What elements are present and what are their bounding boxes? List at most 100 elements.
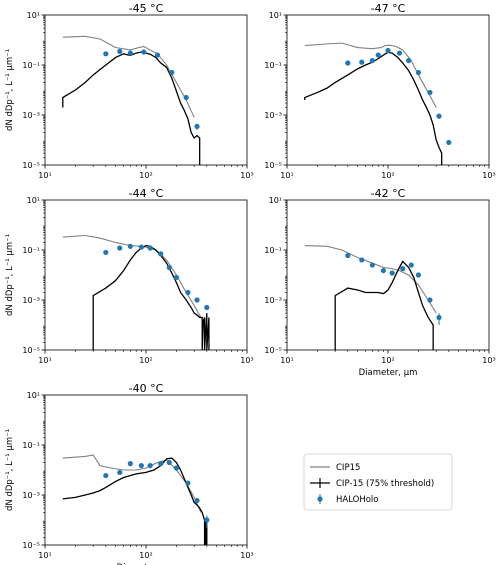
haloholo-point (204, 517, 210, 523)
haloholo-point (369, 262, 375, 268)
legend-label: CIP-15 (75% threshold) (336, 479, 434, 489)
haloholo-point (147, 245, 153, 251)
x-tick-label: 10¹ (280, 171, 293, 180)
haloholo-point (359, 257, 365, 263)
haloholo-point (436, 314, 442, 321)
haloholo-point (345, 252, 351, 259)
haloholo-point (158, 461, 164, 467)
plot-frame (44, 14, 248, 166)
panel-title: -47 °C (371, 2, 406, 15)
haloholo-point (427, 89, 433, 96)
haloholo-point (173, 274, 180, 281)
haloholo-point (359, 59, 365, 65)
haloholo-point (138, 244, 144, 250)
haloholo-point (103, 472, 109, 479)
panel-3: 10¹ 10² 10³ 10⁻⁵ 10⁻³ 10⁻¹ 10¹ -44 °C dN dDp⁻¹, … (5, 187, 254, 365)
haloholo-point (103, 249, 109, 256)
haloholo-point (147, 462, 153, 469)
cip15-line (304, 42, 437, 108)
haloholo-point (385, 47, 391, 54)
panel-title: -40 °C (129, 382, 164, 395)
haloholo-point (408, 262, 414, 268)
y-tick-label: 10⁻¹ (264, 61, 282, 70)
haloholo-point (166, 459, 172, 466)
haloholo-point (169, 69, 175, 76)
y-tick-label: 10¹ (27, 196, 40, 205)
haloholo-point (396, 50, 403, 56)
legend-box (303, 453, 453, 511)
x-tick-label: 10³ (482, 356, 495, 365)
haloholo-point (345, 60, 351, 66)
haloholo-point (194, 123, 200, 129)
y-tick-label: 10⁻⁵ (22, 161, 40, 170)
haloholo-point (389, 270, 395, 276)
haloholo-point (127, 50, 133, 56)
legend-swatch-haloholo (317, 496, 323, 502)
y-tick-label: 10⁻³ (264, 111, 282, 120)
haloholo-point (415, 69, 422, 76)
haloholo-point (158, 251, 164, 257)
haloholo-point (375, 52, 381, 58)
y-tick-label: 10⁻³ (22, 111, 40, 120)
haloholo-point (446, 139, 452, 146)
x-axis-label: Diameter, μm (117, 563, 176, 565)
haloholo-point (117, 469, 123, 476)
x-tick-label: 10² (381, 171, 394, 180)
plot-frame (44, 199, 248, 351)
x-tick-label: 10¹ (38, 551, 51, 560)
y-tick-label: 10¹ (27, 11, 40, 20)
haloholo-point (173, 465, 180, 471)
legend-label: HALOHolo (336, 495, 378, 505)
cip15-threshold-line (62, 457, 208, 545)
panel-title: -45 °C (129, 2, 164, 15)
panel-title: -44 °C (129, 187, 164, 200)
panel-4: 10¹ 10² 10³ 10⁻⁵ 10⁻³ 10⁻¹ 10¹ -42 °C Diameter, … (264, 187, 495, 378)
haloholo-point (117, 245, 123, 251)
cip15-threshold-line (62, 51, 201, 165)
legend-label: CIP15 (336, 463, 360, 473)
y-tick-label: 10⁻¹ (264, 246, 282, 255)
x-tick-label: 10¹ (38, 171, 51, 180)
haloholo-point (166, 264, 172, 271)
haloholo-point (141, 49, 147, 55)
haloholo-point (436, 113, 442, 119)
haloholo-point (369, 57, 375, 64)
y-tick-label: 10⁻³ (22, 491, 40, 500)
plot-frame (286, 199, 490, 351)
y-axis-label: dN dDp⁻¹, L⁻¹ μm⁻¹ (5, 234, 15, 316)
y-tick-label: 10¹ (269, 196, 282, 205)
x-tick-label: 10¹ (38, 356, 51, 365)
x-tick-label: 10¹ (280, 356, 293, 365)
haloholo-point (154, 52, 161, 58)
x-tick-label: 10² (381, 356, 394, 365)
y-tick-label: 10⁻¹ (22, 441, 40, 450)
panel-title: -42 °C (371, 187, 406, 200)
haloholo-point (185, 289, 191, 296)
y-tick-label: 10⁻⁵ (22, 346, 40, 355)
panel-2: 10¹ 10² 10³ 10⁻⁵ 10⁻³ 10⁻¹ 10¹ -47 °C (264, 2, 495, 180)
x-tick-label: 10² (139, 551, 152, 560)
y-tick-label: 10⁻⁵ (22, 541, 40, 550)
haloholo-point (194, 497, 200, 504)
haloholo-point (380, 267, 386, 274)
haloholo-point (415, 272, 422, 278)
panel-1: 10¹ 10² 10³ 10⁻⁵ 10⁻³ 10⁻¹ 10¹ -45 °C dN dDp⁻¹, … (5, 2, 254, 180)
y-axis-label: dN dDp⁻¹, L⁻¹ μm⁻¹ (5, 49, 15, 131)
haloholo-point (400, 266, 406, 272)
x-tick-label: 10³ (240, 171, 253, 180)
plot-frame (44, 394, 248, 546)
panel-5: 10¹ 10² 10³ 10⁻⁵ 10⁻³ 10⁻¹ 10¹ -40 °C Diameter, … (5, 382, 254, 565)
haloholo-point (194, 297, 200, 303)
y-tick-label: 10⁻³ (264, 296, 282, 305)
y-tick-label: 10¹ (27, 391, 40, 400)
haloholo-point (204, 304, 210, 311)
cip15-threshold-line (334, 260, 434, 350)
haloholo-point (183, 94, 189, 101)
y-axis-label: dN dDp⁻¹, L⁻¹ μm⁻¹ (5, 429, 15, 511)
x-tick-label: 10³ (240, 356, 253, 365)
haloholo-point (127, 461, 133, 467)
y-tick-label: 10¹ (269, 11, 282, 20)
y-tick-label: 10⁻¹ (22, 61, 40, 70)
haloholo-point (117, 48, 123, 54)
